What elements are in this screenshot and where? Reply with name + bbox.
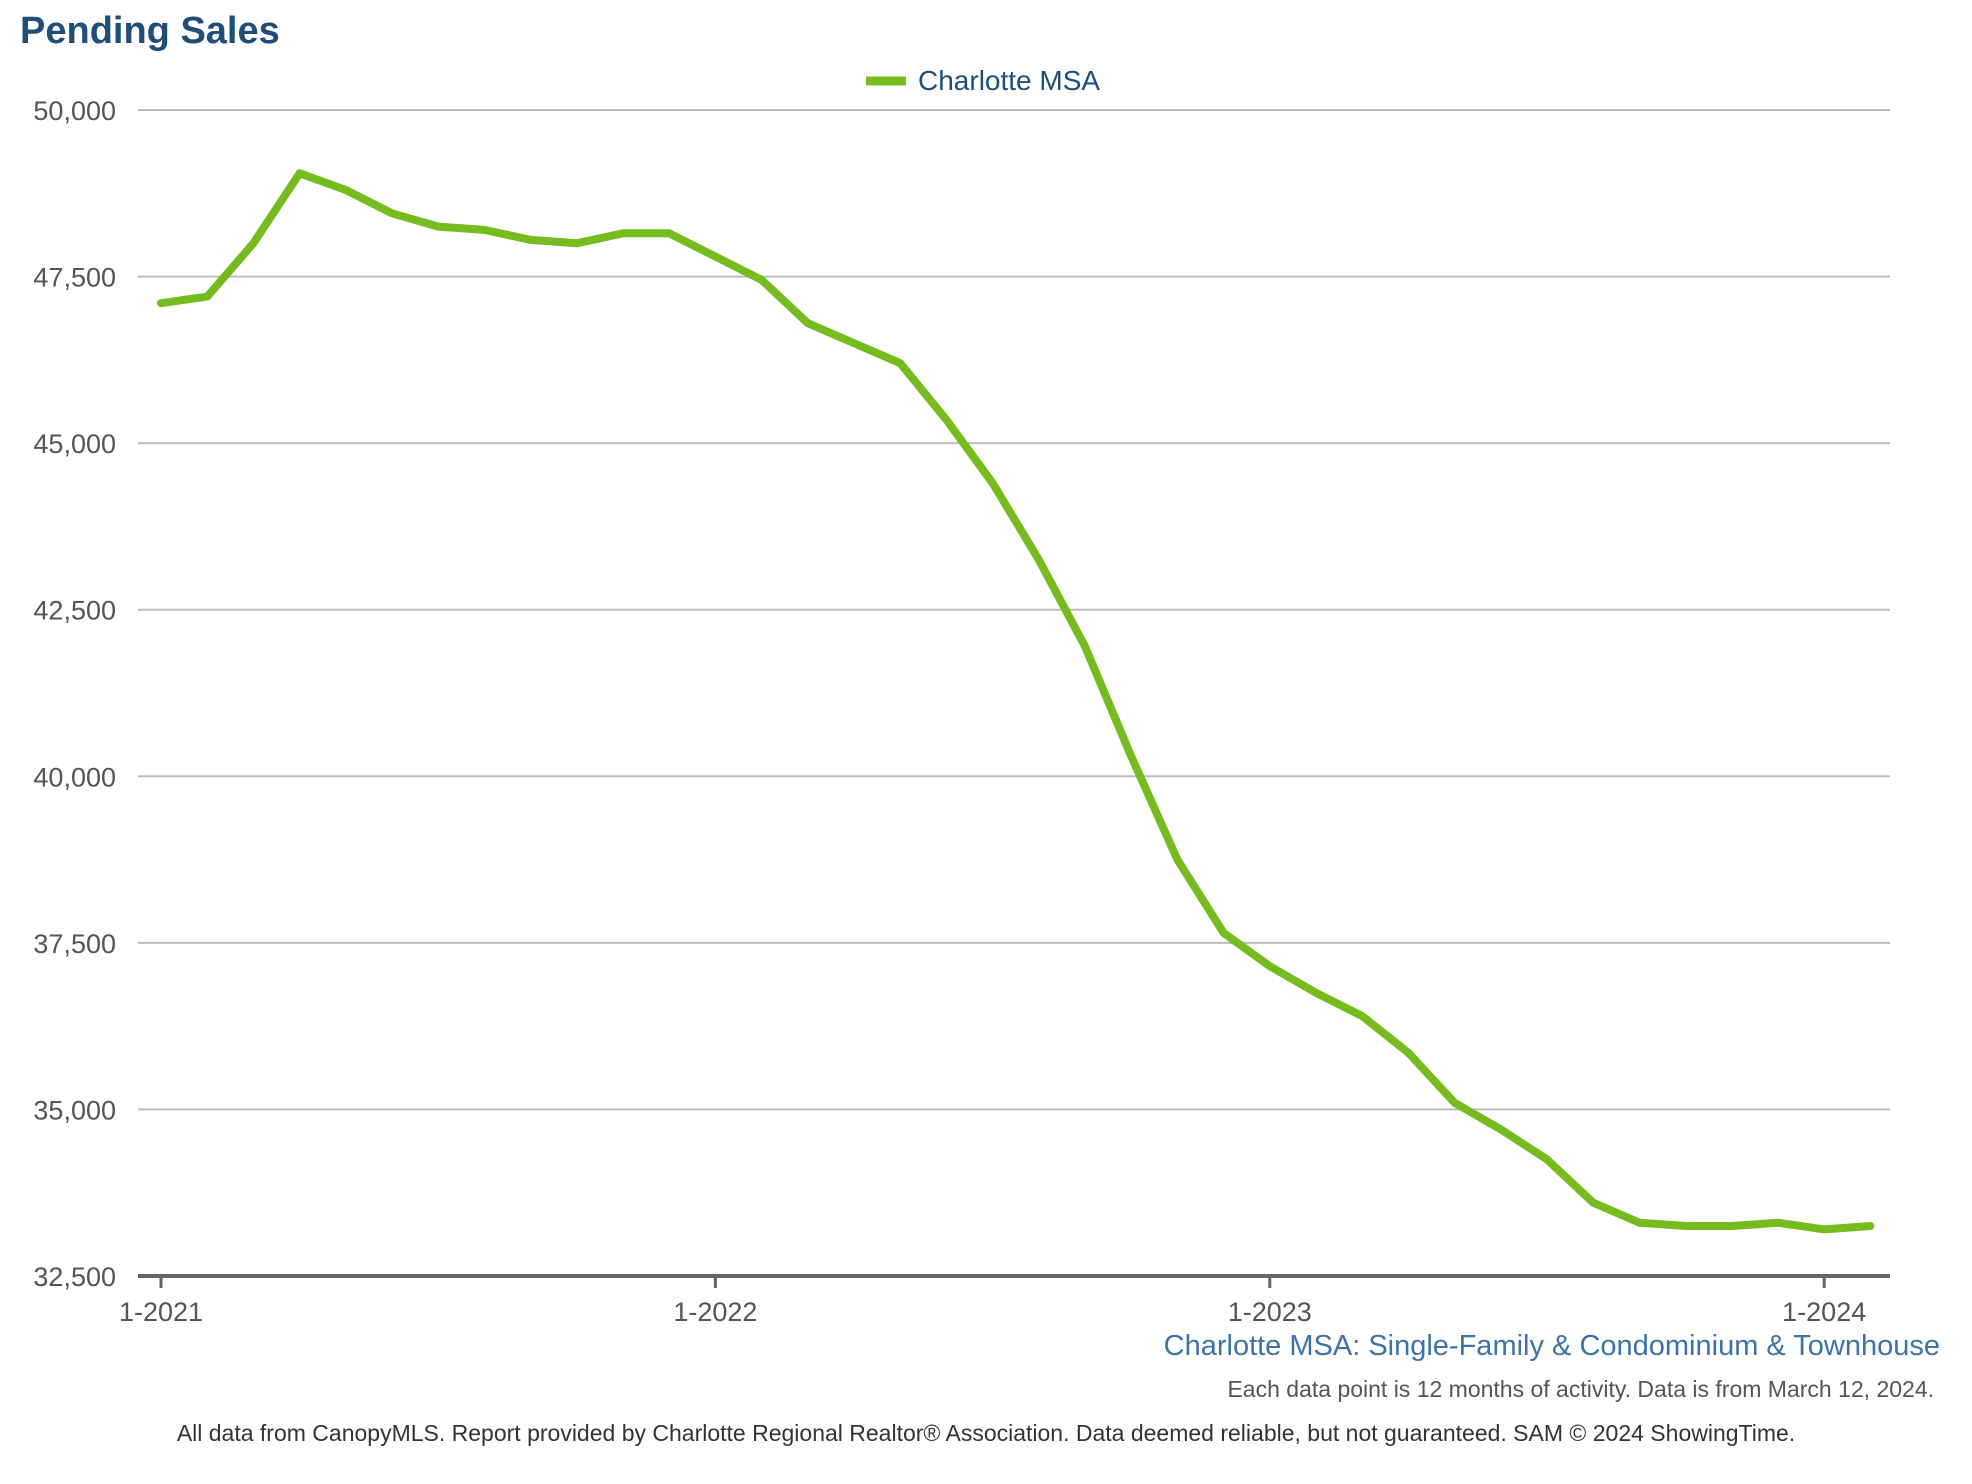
chart-subtitle: Charlotte MSA: Single-Family & Condomini… bbox=[1163, 1330, 1940, 1362]
x-tick-label: 1-2023 bbox=[1228, 1297, 1312, 1327]
chart-title: Pending Sales bbox=[20, 10, 280, 52]
gridlines bbox=[138, 109, 1890, 1111]
y-tick-label: 42,500 bbox=[33, 596, 116, 626]
y-tick-label: 37,500 bbox=[33, 929, 116, 959]
y-tick-label: 47,500 bbox=[33, 263, 116, 293]
x-tick-label: 1-2022 bbox=[673, 1297, 757, 1327]
data-note: Each data point is 12 months of activity… bbox=[1227, 1376, 1934, 1402]
y-tick-label: 50,000 bbox=[33, 96, 116, 126]
x-tick-label: 1-2021 bbox=[119, 1297, 203, 1327]
footer-credit: All data from CanopyMLS. Report provided… bbox=[176, 1420, 1796, 1446]
series-lines bbox=[157, 169, 1875, 1234]
y-tick-label: 45,000 bbox=[33, 429, 116, 459]
series-line bbox=[157, 169, 1875, 1234]
y-tick-label: 35,000 bbox=[33, 1095, 116, 1125]
x-tick-label: 1-2024 bbox=[1782, 1297, 1866, 1327]
legend: Charlotte MSA bbox=[866, 65, 1100, 96]
y-axis-tick-labels: 50,000 47,500 45,000 42,500 40,000 37,500 35,0… bbox=[33, 96, 116, 1292]
legend-label: Charlotte MSA bbox=[918, 65, 1100, 96]
x-axis: 1-2021 1-2022 1-2023 1-2024 bbox=[119, 1274, 1890, 1327]
y-tick-label: 40,000 bbox=[33, 762, 116, 792]
y-tick-label: 32,500 bbox=[33, 1262, 116, 1292]
